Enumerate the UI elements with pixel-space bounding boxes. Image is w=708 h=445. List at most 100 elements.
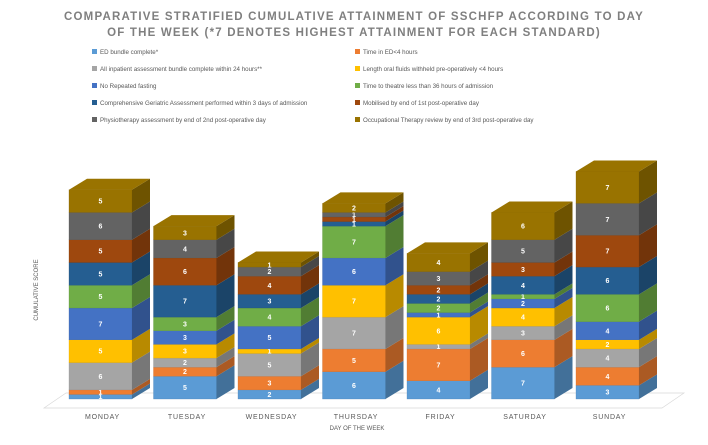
bar-segment-side bbox=[216, 246, 235, 286]
bar-value-label: 1 bbox=[352, 217, 356, 224]
bar-segment-front bbox=[406, 348, 471, 381]
bar-value-label: 1 bbox=[352, 221, 356, 228]
bar-value-label: 4 bbox=[606, 374, 610, 381]
bar-top-face bbox=[407, 242, 488, 254]
bar-top-face bbox=[153, 215, 235, 227]
legend-entry: No Repeated fasting bbox=[100, 83, 157, 90]
bar-segment: 7 bbox=[406, 337, 488, 381]
bar-value-label: 5 bbox=[183, 385, 187, 392]
bar-value-label: 7 bbox=[606, 185, 610, 192]
bar-segment: 3 bbox=[491, 251, 573, 277]
bar-segment-front bbox=[491, 366, 555, 400]
bar-segment-side bbox=[385, 246, 404, 286]
bar-segment: 4 bbox=[406, 242, 488, 272]
bar-value-label: 6 bbox=[99, 374, 103, 381]
bar-segment-side bbox=[301, 315, 319, 349]
bar-segment: 4 bbox=[491, 297, 573, 327]
bar-value-label: 2 bbox=[352, 205, 356, 212]
bar-segment-side bbox=[470, 242, 488, 272]
bar-value-label: 7 bbox=[437, 362, 441, 369]
bar-segment-front bbox=[322, 371, 386, 400]
bar-value-label: 2 bbox=[183, 369, 187, 376]
legend-swatch bbox=[92, 66, 97, 71]
bar-segment: 5 bbox=[237, 342, 319, 377]
bar-segment-side bbox=[216, 319, 235, 345]
bar-top-face bbox=[238, 251, 319, 263]
chart-title-line: COMPARATIVE STRATIFIED CUMULATIVE ATTAIN… bbox=[64, 11, 644, 23]
bar-segment-side bbox=[639, 283, 657, 322]
bar-value-label: 1 bbox=[268, 349, 272, 356]
bar-segment-side bbox=[385, 274, 404, 318]
bar-segment-side bbox=[470, 369, 488, 399]
bar-segment-side bbox=[470, 274, 488, 295]
bar-segment-side bbox=[554, 228, 573, 263]
bar-stack-tuesday: 5 2 2 3 3 3 7 6 4 3 bbox=[153, 215, 235, 400]
bar-segment-side bbox=[554, 297, 573, 327]
bar-segment-side bbox=[132, 378, 150, 395]
x-tick-label: TUESDAY bbox=[168, 414, 206, 421]
bar-value-label: 1 bbox=[352, 212, 356, 219]
bar-segment-front bbox=[153, 285, 217, 318]
legend-entry: Comprehensive Geriatric Assessment perfo… bbox=[100, 100, 308, 107]
bar-segment: 3 bbox=[153, 333, 235, 359]
x-tick-label: SUNDAY bbox=[593, 414, 626, 421]
bar-segment-front bbox=[406, 316, 471, 345]
bar-segment-side bbox=[301, 265, 319, 295]
bar-segment-front bbox=[491, 339, 555, 368]
bar-segment: 6 bbox=[322, 246, 404, 286]
bar-segment-side bbox=[554, 283, 573, 299]
bar-segment-side bbox=[385, 210, 404, 227]
bar-segment-side bbox=[132, 351, 150, 390]
bar-segment-side bbox=[470, 301, 488, 318]
bar-segment-side bbox=[301, 378, 319, 399]
legend-entry: Time to theatre less than 36 hours of ad… bbox=[363, 83, 494, 90]
bar-segment: 5 bbox=[491, 228, 573, 263]
bar-value-label: 5 bbox=[99, 199, 103, 206]
bar-value-label: 6 bbox=[352, 269, 356, 276]
bar-segment-side bbox=[470, 337, 488, 381]
bar-value-label: 4 bbox=[606, 328, 610, 335]
bar-value-label: 7 bbox=[352, 331, 356, 338]
bar-segment: 3 bbox=[153, 215, 235, 240]
bar-segment: 6 bbox=[406, 306, 488, 345]
bar-segment-side bbox=[385, 337, 404, 372]
bar-segment: 5 bbox=[153, 365, 235, 400]
bar-segment: 5 bbox=[68, 178, 150, 213]
bar-segment: 3 bbox=[491, 315, 573, 341]
bar-segment: 6 bbox=[322, 360, 404, 400]
bar-segment: 5 bbox=[68, 251, 150, 286]
bar-value-label: 1 bbox=[437, 312, 441, 319]
legend-swatch bbox=[355, 100, 360, 105]
bar-value-label: 6 bbox=[99, 224, 103, 231]
bar-value-label: 6 bbox=[606, 278, 610, 285]
bar-segment-front bbox=[491, 212, 555, 240]
legend-entry: Length oral fluids withheld pre-operativ… bbox=[363, 66, 503, 73]
bar-segment: 4 bbox=[237, 265, 319, 295]
bar-segment-side bbox=[470, 283, 488, 304]
bar-value-label: 7 bbox=[606, 217, 610, 224]
bar-top-face bbox=[69, 178, 150, 190]
bar-value-label: 4 bbox=[437, 260, 441, 267]
bar-segment-side bbox=[554, 201, 573, 240]
bar-stack-sunday: 3 4 4 2 4 6 6 7 7 7 bbox=[575, 160, 657, 400]
bar-segment: 4 bbox=[153, 228, 235, 259]
chart-title: COMPARATIVE STRATIFIED CUMULATIVE ATTAIN… bbox=[64, 11, 644, 39]
bar-segment: 6 bbox=[575, 283, 657, 322]
bar-value-label: 4 bbox=[183, 246, 187, 253]
legend-swatch bbox=[355, 83, 360, 88]
bar-segment-front bbox=[575, 235, 640, 268]
bar-value-label: 7 bbox=[352, 240, 356, 247]
bar-segment-side bbox=[132, 328, 150, 363]
bar-value-label: 7 bbox=[606, 249, 610, 256]
bar-value-label: 4 bbox=[437, 387, 441, 394]
bar-segment-side bbox=[639, 328, 657, 349]
bar-segment-side bbox=[216, 333, 235, 359]
bar-segment-side bbox=[639, 192, 657, 236]
bar-segment-side bbox=[639, 224, 657, 268]
bar-segment: 3 bbox=[153, 306, 235, 331]
bar-value-label: 3 bbox=[521, 267, 525, 274]
bar-segment: 5 bbox=[237, 315, 319, 350]
bar-stack-monday: 11 6 5 7 5 5 5 6 5 bbox=[68, 178, 150, 401]
bar-segment-side bbox=[132, 251, 150, 286]
bar-segment: 7 bbox=[322, 274, 404, 318]
